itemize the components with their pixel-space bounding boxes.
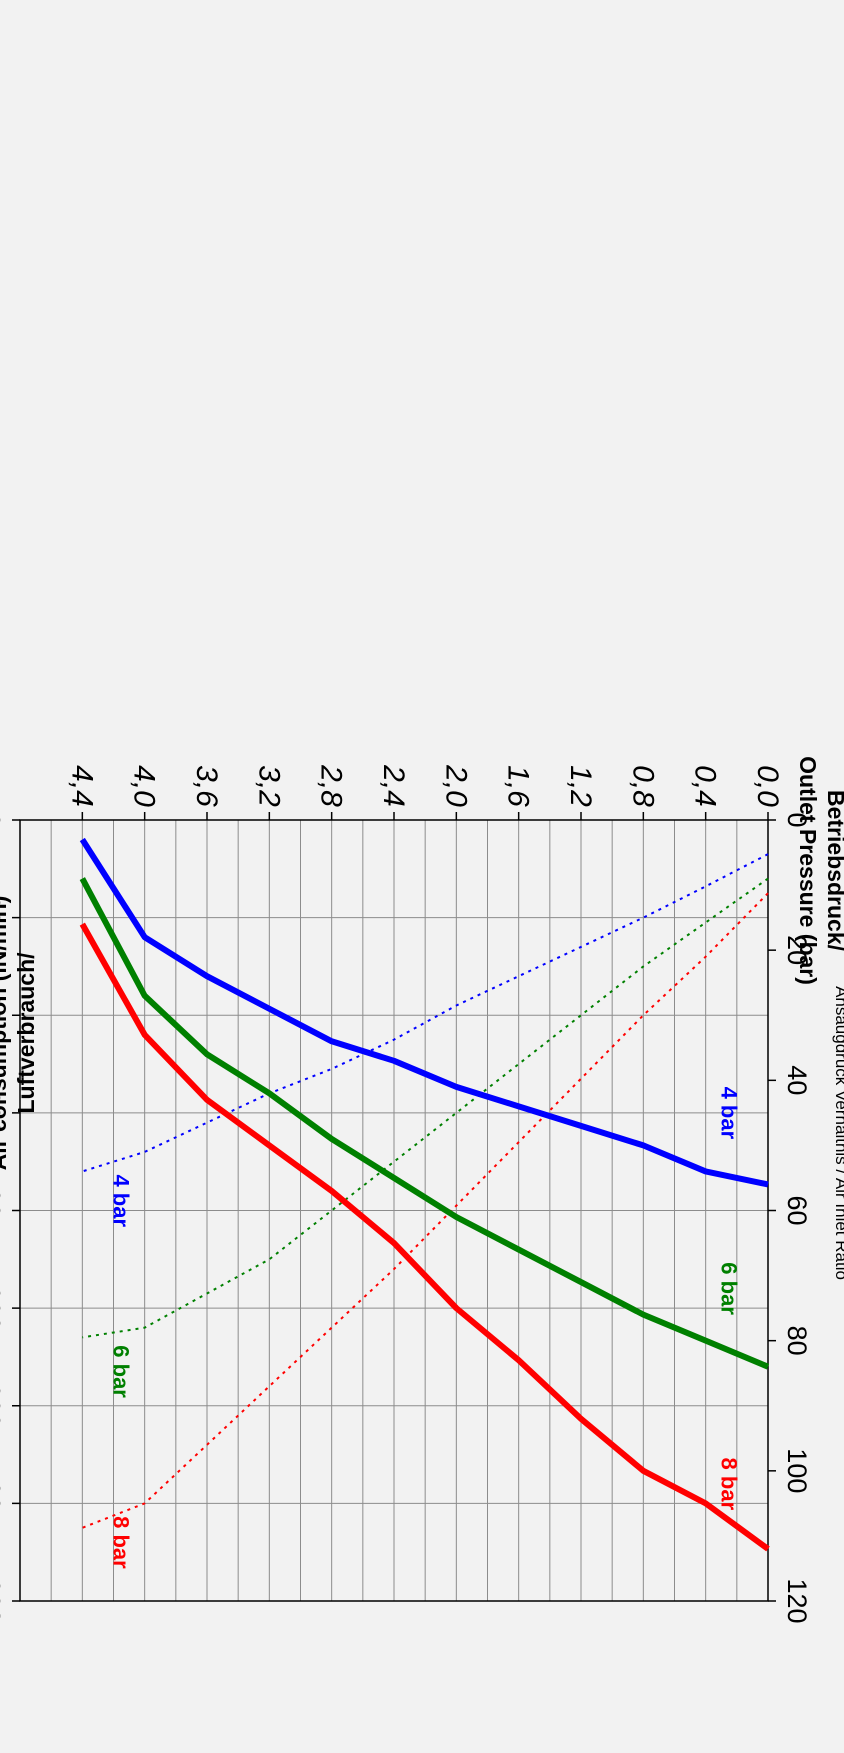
consumption-series-group bbox=[81, 853, 769, 1529]
x-tick-label: 2,4 bbox=[377, 764, 410, 807]
x-tick-label: 4,4 bbox=[65, 765, 98, 807]
right-tick-label: 800 bbox=[0, 1578, 6, 1623]
consumption-label-8-bar: 8 bar bbox=[109, 1516, 134, 1569]
pressure-label-6-bar: 6 bar bbox=[716, 1262, 741, 1315]
chart-subtitle: Ansaugdruck Verhältnis / Air Inlet Ratio bbox=[832, 986, 844, 1280]
right-tick-label: 200 bbox=[0, 993, 6, 1038]
left-tick-label: 0 bbox=[782, 812, 812, 827]
left-tick-label: 80 bbox=[782, 1326, 812, 1356]
axis-ticks: 0,0 0,4 0,8 1,2 1,6 2,0 2,4 2,8 3,2 3,6 4,0 4,4 0 20 4… bbox=[0, 764, 812, 1623]
left-tick-label: 40 bbox=[782, 1065, 812, 1095]
left-tick-label: 60 bbox=[782, 1195, 812, 1225]
pressure-line-4-bar bbox=[79, 837, 769, 1188]
right-axis-title-line2: Air consumption (lN/min) bbox=[0, 896, 11, 1171]
right-tick-label: 300 bbox=[0, 1090, 6, 1135]
right-tick-label: 100 bbox=[0, 895, 6, 940]
right-tick-label: 700 bbox=[0, 1481, 6, 1526]
left-axis-title-line1: Betriebsdruck/ bbox=[823, 790, 844, 952]
x-tick-label: 0,8 bbox=[626, 765, 659, 807]
x-tick-label: 2,8 bbox=[315, 764, 348, 807]
right-axis-title-line1: Luftverbrauch/ bbox=[13, 952, 39, 1114]
consumption-line-8-bar bbox=[81, 892, 769, 1529]
x-tick-label: 2,0 bbox=[439, 764, 472, 807]
series-labels: 8 bar 6 bar 4 bar 8 bar 6 bar 4 bar bbox=[109, 1087, 742, 1570]
left-tick-label: 20 bbox=[782, 935, 812, 965]
x-tick-label: 4,0 bbox=[128, 765, 161, 807]
right-tick-label: 500 bbox=[0, 1286, 6, 1331]
pressure-line-8-bar bbox=[79, 922, 770, 1552]
left-tick-label: 100 bbox=[782, 1448, 812, 1493]
pressure-label-4-bar: 4 bar bbox=[716, 1087, 741, 1140]
consumption-line-4-bar bbox=[82, 853, 769, 1173]
x-tick-label: 3,6 bbox=[190, 765, 223, 807]
consumption-label-6-bar: 6 bar bbox=[109, 1345, 134, 1398]
left-tick-label: 120 bbox=[782, 1578, 812, 1623]
x-tick-label: 0,4 bbox=[689, 765, 722, 807]
x-tick-label: 1,6 bbox=[502, 765, 535, 807]
pressure-label-8-bar: 8 bar bbox=[716, 1458, 741, 1511]
consumption-label-4-bar: 4 bar bbox=[109, 1174, 134, 1227]
left-axis-title-line2: Outlet Pressure (bar) bbox=[795, 756, 821, 985]
x-tick-label: 3,2 bbox=[252, 765, 285, 807]
right-tick-label: 400 bbox=[0, 1188, 6, 1233]
pressure-line-6-bar bbox=[79, 877, 770, 1370]
x-tick-label: 0,0 bbox=[751, 765, 784, 807]
right-tick-label: 600 bbox=[0, 1383, 6, 1428]
x-tick-label: 1,2 bbox=[564, 765, 597, 807]
pressure-series-group bbox=[79, 837, 770, 1552]
right-tick-label: 0 bbox=[0, 812, 6, 827]
